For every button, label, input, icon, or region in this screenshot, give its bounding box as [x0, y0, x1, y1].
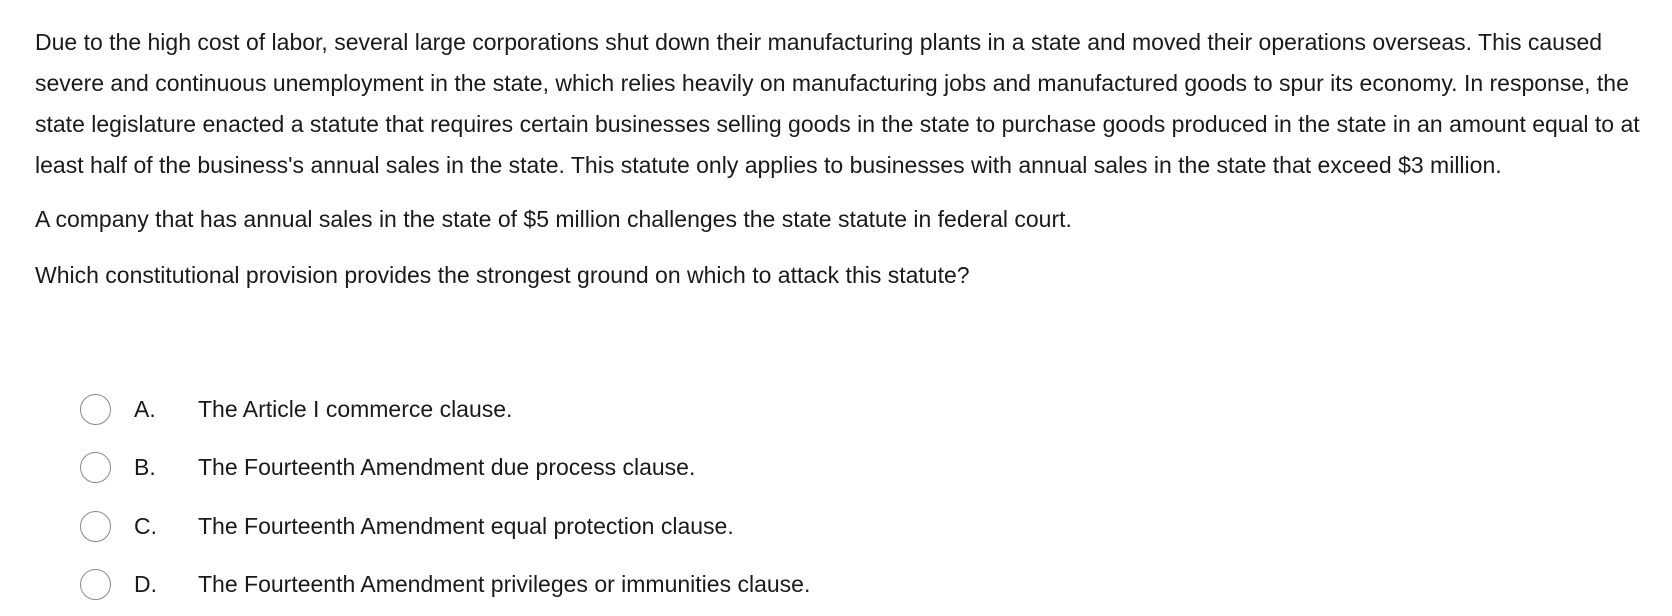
stem-paragraph-challenge: A company that has annual sales in the s… [35, 206, 1072, 232]
radio-button-c[interactable] [80, 510, 111, 542]
stem-paragraph-facts: Due to the high cost of labor, several l… [35, 29, 1640, 178]
stem-paragraph-prompt: Which constitutional provision provides … [35, 262, 970, 288]
option-letter-d: D. [134, 571, 157, 598]
option-letter-a: A. [134, 395, 156, 422]
radio-button-b[interactable] [80, 452, 111, 484]
answer-option-b[interactable]: B. The Fourteenth Amendment due process … [80, 439, 1580, 498]
question-stem: Due to the high cost of labor, several l… [35, 22, 1660, 296]
option-letter-c: C. [134, 512, 157, 539]
option-text-c: The Fourteenth Amendment equal protectio… [198, 512, 734, 539]
answer-option-c[interactable]: C. The Fourteenth Amendment equal protec… [80, 497, 1580, 556]
answer-option-a[interactable]: A. The Article I commerce clause. [80, 380, 1580, 439]
option-text-d: The Fourteenth Amendment privileges or i… [198, 571, 811, 598]
option-letter-b: B. [134, 454, 156, 481]
radio-button-d[interactable] [80, 569, 111, 601]
option-text-b: The Fourteenth Amendment due process cla… [198, 454, 696, 481]
answer-option-d[interactable]: D. The Fourteenth Amendment privileges o… [80, 556, 1580, 615]
option-text-a: The Article I commerce clause. [198, 395, 513, 422]
radio-button-a[interactable] [80, 393, 111, 425]
answer-options: A. The Article I commerce clause. B. The… [80, 380, 1580, 614]
